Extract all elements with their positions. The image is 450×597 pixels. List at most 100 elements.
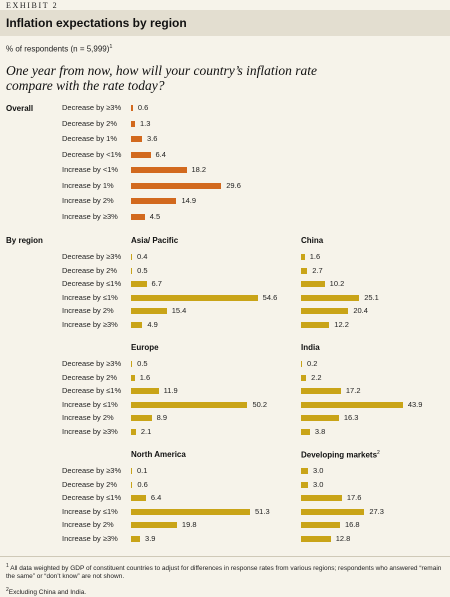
overall-bar [131, 198, 177, 204]
asia-category-label: Decrease by ≤1% [62, 279, 122, 288]
north_america-value-label: 51.3 [255, 506, 270, 516]
europe-value-label: 11.9 [163, 386, 178, 395]
europe-value-label: 50.2 [252, 399, 268, 409]
overall-category-label: Decrease by ≥3% [62, 103, 122, 112]
europe-value-label: 8.9 [156, 413, 168, 422]
china-bar [301, 321, 330, 328]
overall-category-label: Increase by 1% [62, 180, 114, 190]
asia-bar [131, 254, 132, 260]
footnote-divider [0, 556, 450, 557]
india-value-label: 2.2 [311, 372, 322, 382]
north_america-value-label: 0.1 [137, 466, 148, 475]
developing-title-footnote-mark: 2 [377, 450, 380, 456]
asia-bar [131, 294, 258, 301]
europe-value-label: 2.1 [140, 426, 152, 436]
asia-value-label: 54.6 [262, 292, 278, 302]
asia-panel-title: Asia/ Pacific [131, 236, 179, 245]
asia-category-label: Increase by ≥3% [62, 319, 118, 329]
chart-title: Inflation expectations by region [6, 16, 187, 30]
india-value-label: 3.8 [314, 426, 326, 436]
overall-bar [131, 151, 151, 158]
overall-value-label: 29.6 [226, 180, 241, 190]
developing-bar [301, 522, 340, 528]
europe-bar [131, 401, 248, 408]
overall-category-label: Decrease by 1% [62, 134, 118, 143]
developing-bar [301, 468, 308, 474]
north_america-value-label: 3.9 [145, 533, 156, 543]
overall-category-label: Increase by 2% [62, 196, 114, 205]
footnote-1: 1 All data weighted by GDP of constituen… [6, 562, 444, 581]
developing-bar [301, 508, 365, 515]
developing-value-label: 16.8 [344, 520, 360, 529]
europe-bar [131, 374, 135, 381]
europe-panel-title: Europe [131, 343, 159, 352]
overall-category-label: Increase by ≥3% [62, 211, 118, 221]
asia-bar [131, 321, 143, 328]
china-bar [301, 294, 360, 301]
europe-category-label: Decrease by 2% [62, 372, 118, 382]
developing-value-label: 17.6 [346, 493, 362, 502]
india-bar [301, 415, 339, 421]
north_america-bar [131, 481, 133, 488]
developing-bar [301, 495, 342, 501]
europe-value-label: 0.5 [137, 359, 148, 368]
overall-value-label: 4.5 [149, 211, 161, 221]
india-bar [301, 374, 307, 381]
china-bar [301, 254, 305, 260]
europe-category-label: Increase by ≥3% [62, 426, 118, 436]
footnote-1-mark: 1 [6, 563, 9, 569]
footnote-2-text: Excluding China and India. [8, 589, 87, 597]
overall-category-label: Decrease by <1% [62, 149, 122, 159]
question-text: One year from now, how will your country… [6, 63, 317, 93]
north_america-category-label: Increase by ≥3% [62, 533, 118, 543]
europe-category-label: Decrease by ≥3% [62, 359, 122, 368]
asia-bar [131, 267, 133, 274]
footnote-2: 2Excluding China and India. [6, 586, 444, 597]
north_america-value-label: 0.6 [137, 479, 148, 489]
north_america-category-label: Increase by 2% [62, 520, 114, 529]
developing-value-label: 3.0 [312, 479, 324, 489]
north_america-panel-title: North America [131, 450, 186, 459]
india-value-label: 43.9 [407, 399, 423, 409]
overall-value-label: 14.9 [181, 196, 197, 205]
china-value-label: 25.1 [364, 292, 379, 302]
china-value-label: 10.2 [329, 279, 345, 288]
north_america-bar [131, 468, 132, 474]
north_america-bar [131, 522, 177, 528]
north_america-bar [131, 508, 251, 515]
overall-bar [131, 120, 135, 127]
overall-category-label: Increase by <1% [62, 165, 119, 174]
north_america-category-label: Decrease by ≤1% [62, 493, 122, 502]
title-band: Inflation expectations by region [0, 10, 450, 36]
india-bar [301, 361, 302, 367]
developing-value-label: 3.0 [312, 466, 324, 475]
asia-value-label: 6.7 [151, 279, 162, 288]
asia-category-label: Increase by 2% [62, 306, 114, 315]
india-bar [301, 401, 403, 408]
overall-bar [131, 167, 187, 173]
north_america-value-label: 6.4 [150, 493, 162, 502]
india-bar [301, 388, 341, 394]
developing-bar [301, 481, 308, 488]
overall-value-label: 1.3 [139, 118, 151, 128]
europe-bar [131, 415, 152, 421]
india-value-label: 17.2 [345, 386, 361, 395]
overall-bar [131, 105, 133, 111]
overall-value-label: 3.6 [146, 134, 158, 143]
overall-bar [131, 136, 142, 142]
footnote-2-mark: 2 [6, 587, 9, 593]
china-value-label: 1.6 [309, 252, 321, 261]
developing-bar [301, 535, 331, 542]
asia-category-label: Increase by ≤1% [62, 292, 118, 302]
asia-value-label: 0.4 [137, 252, 148, 261]
exhibit-label: EXHIBIT 2 [6, 1, 59, 10]
china-bar [301, 308, 349, 314]
north_america-value-label: 19.8 [181, 520, 197, 529]
subtitle: % of respondents (n = 5,999)1 [6, 44, 112, 54]
developing-value-label: 12.8 [335, 533, 351, 543]
north_america-bar [131, 495, 146, 501]
subtitle-text: % of respondents (n = 5,999) [6, 44, 110, 54]
europe-category-label: Increase by 2% [62, 413, 114, 422]
india-value-label: 0.2 [307, 359, 318, 368]
china-value-label: 2.7 [312, 265, 323, 275]
